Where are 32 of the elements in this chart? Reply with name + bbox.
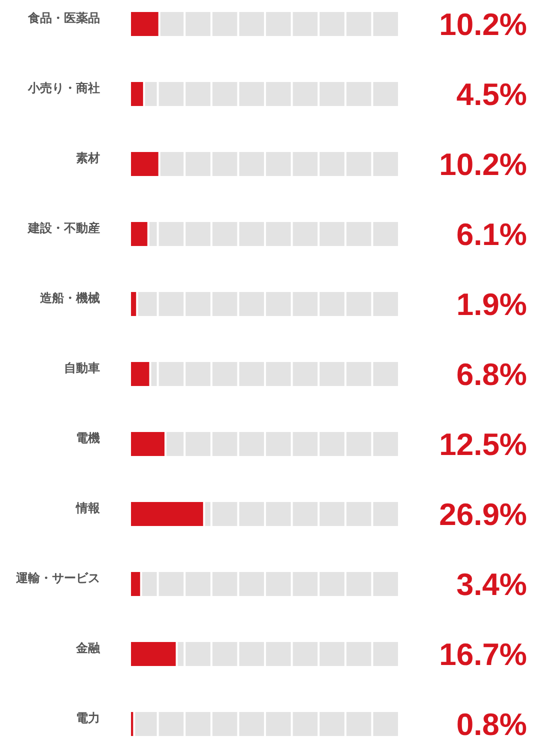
data-label: 6.8% [456,357,527,392]
data-label: 3.4% [456,567,527,602]
data-label: 10.2% [439,7,527,42]
bar [131,82,144,106]
y-tick-label: 素材 [76,151,100,165]
data-label: 12.5% [439,427,527,462]
y-tick-label: 情報 [75,501,101,515]
y-tick-label: 造船・機械 [39,291,100,305]
y-tick-label: 建設・不動産 [27,221,100,235]
bar [131,572,140,596]
bar [131,642,176,666]
bar [131,222,148,246]
data-label: 4.5% [456,77,527,112]
data-label: 10.2% [439,147,527,182]
y-tick-label: 食品・医薬品 [27,11,100,25]
bar [131,502,204,526]
y-tick-label: 運輸・サービス [15,571,100,585]
bar [131,292,136,316]
data-label: 1.9% [456,287,527,322]
bar [131,362,150,386]
bar [131,432,164,456]
data-label: 6.1% [456,217,527,252]
bar [131,12,158,36]
y-tick-label: 金融 [75,641,101,655]
data-label: 16.7% [439,637,527,672]
data-label: 0.8% [456,707,527,742]
y-tick-label: 自動車 [64,361,100,375]
bar [131,152,158,176]
y-tick-label: 電力 [76,711,100,725]
data-label: 26.9% [439,497,527,532]
y-tick-label: 小売り・商社 [27,81,100,95]
y-tick-label: 電機 [76,431,100,445]
